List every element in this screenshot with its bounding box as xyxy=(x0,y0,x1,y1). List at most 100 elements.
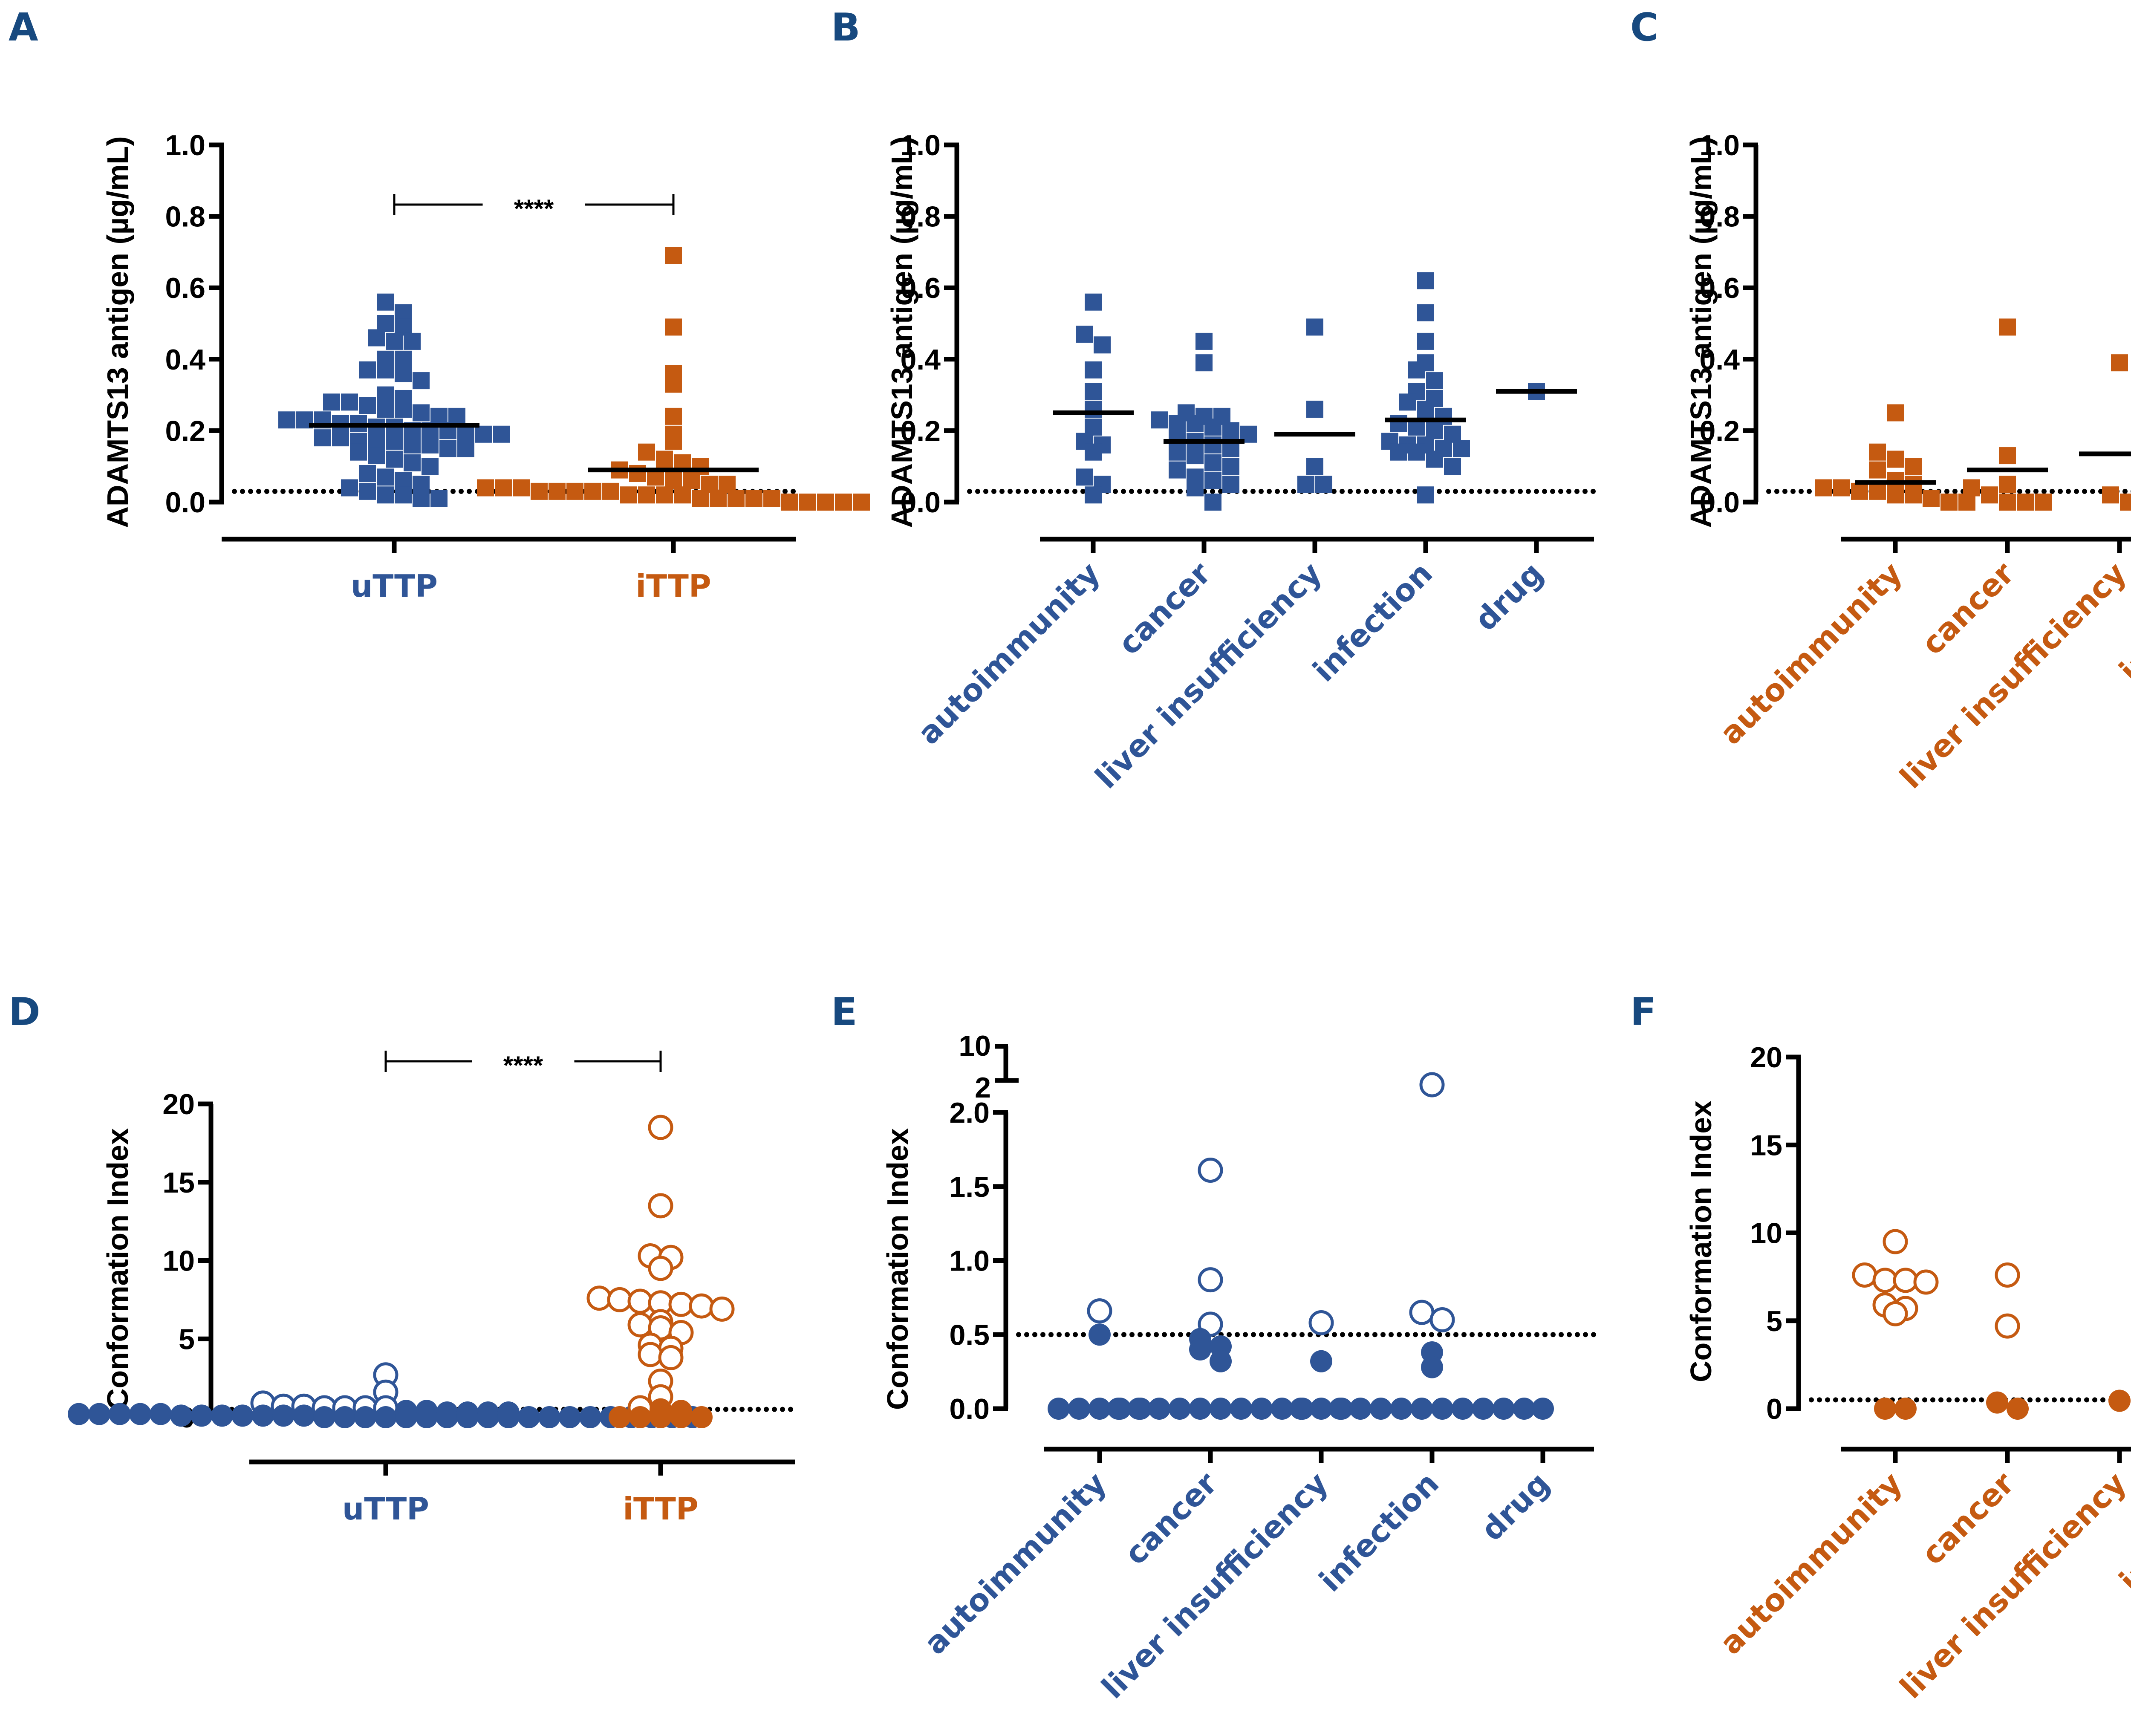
data-point xyxy=(1981,486,1998,504)
y-tick-label: 1.0 xyxy=(949,1245,990,1277)
data-point xyxy=(477,479,494,497)
data-point xyxy=(602,482,619,500)
data-point xyxy=(457,425,474,443)
x-category-label: cancer xyxy=(1914,1465,2021,1571)
data-point xyxy=(1204,454,1221,471)
data-point xyxy=(457,440,474,457)
x-category-label: liver insufficiency xyxy=(1893,1465,2131,1706)
data-point-filled xyxy=(272,1404,295,1427)
data-point-filled xyxy=(670,1406,692,1428)
data-point xyxy=(710,490,727,507)
significance-label: **** xyxy=(503,1051,543,1080)
data-point xyxy=(1408,361,1425,378)
data-point xyxy=(1085,383,1102,400)
data-point xyxy=(1417,272,1434,289)
data-point xyxy=(1833,479,1850,497)
data-point xyxy=(1204,436,1221,453)
data-point-open xyxy=(709,1296,735,1322)
data-point-filled xyxy=(1107,1398,1129,1420)
data-point xyxy=(1085,401,1102,418)
data-point xyxy=(1169,461,1186,479)
y-tick-label: 0.2 xyxy=(165,415,205,447)
data-point xyxy=(1426,451,1443,468)
data-point xyxy=(1999,476,2016,493)
data-point xyxy=(1869,443,1886,461)
data-point xyxy=(1085,486,1102,504)
x-category-label: drug xyxy=(1467,555,1550,638)
data-point xyxy=(853,494,870,511)
data-point-open xyxy=(1198,1267,1223,1293)
data-point-filled xyxy=(2007,1398,2029,1420)
data-point xyxy=(1169,415,1186,432)
data-point-filled xyxy=(559,1406,581,1428)
data-point xyxy=(1222,476,1239,493)
data-point xyxy=(656,486,673,504)
data-point xyxy=(728,490,745,507)
data-point-filled xyxy=(334,1406,356,1428)
data-point xyxy=(1444,458,1461,475)
y-tick-label: 2.0 xyxy=(949,1097,990,1129)
data-point xyxy=(638,443,655,461)
y-axis-title: Conformation Index xyxy=(881,1128,914,1410)
data-point xyxy=(1222,422,1239,439)
data-point xyxy=(1999,318,2016,336)
data-point xyxy=(1085,293,1102,311)
data-point xyxy=(1195,354,1213,372)
panel-letter: C xyxy=(1630,5,1658,50)
data-point xyxy=(413,490,430,507)
data-point xyxy=(341,479,358,497)
data-point xyxy=(2017,494,2034,511)
data-point xyxy=(395,486,412,504)
data-point xyxy=(1169,443,1186,461)
data-point-filled xyxy=(1370,1398,1392,1420)
data-point xyxy=(413,372,430,390)
data-point-filled xyxy=(354,1406,376,1428)
x-category-label: uTTP xyxy=(351,568,438,604)
data-point-filled xyxy=(1493,1398,1515,1420)
data-point xyxy=(1869,482,1886,500)
data-point xyxy=(549,482,566,500)
data-point-filled xyxy=(436,1406,458,1428)
data-point-open xyxy=(1419,1072,1445,1098)
y-tick-label: 0.8 xyxy=(900,201,941,233)
data-point xyxy=(513,479,530,497)
data-point-filled xyxy=(477,1406,499,1428)
data-point xyxy=(377,386,394,404)
data-point-filled xyxy=(1310,1398,1332,1420)
data-point xyxy=(368,329,385,347)
data-point xyxy=(1315,476,1332,493)
data-point xyxy=(359,465,376,482)
data-point xyxy=(1085,361,1102,378)
panel-e: E 0.0 0.5 1.0 1.5 2.0 10 2 Conformation Index aut… xyxy=(831,990,1597,1705)
data-point xyxy=(1076,326,1093,343)
data-point-filled xyxy=(2108,1389,2131,1412)
data-point xyxy=(745,490,762,507)
data-point xyxy=(404,454,421,471)
data-point xyxy=(495,479,512,497)
data-point xyxy=(278,411,295,429)
data-point xyxy=(430,407,448,425)
y-tick-label: 0.0 xyxy=(1699,486,1740,519)
data-point xyxy=(799,494,816,511)
data-point xyxy=(665,376,682,393)
data-point-filled xyxy=(1169,1398,1191,1420)
data-point-open xyxy=(1995,1313,2020,1339)
data-point-filled xyxy=(518,1406,540,1428)
data-point xyxy=(1390,443,1407,461)
data-point-filled xyxy=(1513,1398,1535,1420)
data-point xyxy=(1905,486,1922,504)
data-point-filled xyxy=(416,1406,438,1428)
data-point xyxy=(475,425,492,443)
data-point xyxy=(1444,425,1461,443)
data-point-open xyxy=(1409,1300,1435,1325)
data-point xyxy=(665,407,682,425)
data-point xyxy=(448,407,465,425)
data-point-filled xyxy=(1048,1398,1070,1420)
data-point xyxy=(377,486,394,504)
y-tick-label: 20 xyxy=(162,1088,195,1121)
data-point xyxy=(493,425,510,443)
data-point-filled xyxy=(1230,1398,1252,1420)
data-point xyxy=(1815,479,1832,497)
data-point xyxy=(1958,494,1975,511)
data-point-filled xyxy=(293,1404,315,1427)
